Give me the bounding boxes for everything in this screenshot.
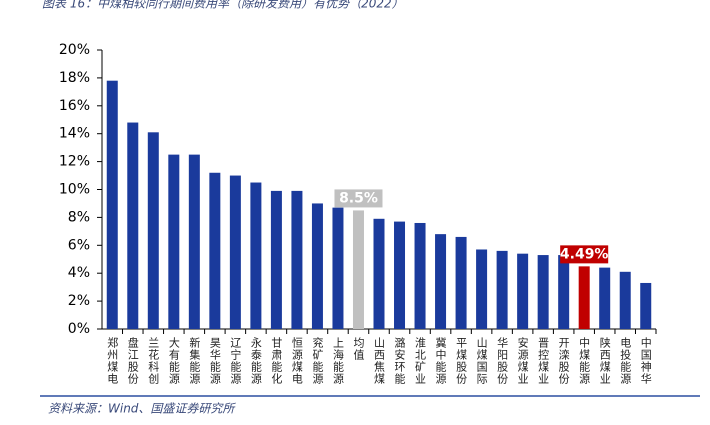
bar [332, 207, 344, 329]
x-tick-label: 陕西煤业 [598, 336, 611, 385]
bar [147, 132, 159, 329]
y-tick-label: 4% [68, 265, 90, 281]
bar [291, 190, 303, 329]
x-tick-label: 大有能源 [167, 336, 180, 385]
x-tick-label: 安源煤业 [516, 336, 529, 385]
bar [168, 154, 180, 329]
x-tick-label: 昊华能源 [208, 337, 221, 385]
y-tick-label: 8% [68, 209, 90, 225]
x-tick-label: 中国神华 [639, 337, 652, 385]
y-tick-label: 12% [59, 154, 90, 170]
x-tick-label: 中煤能源 [578, 337, 591, 385]
value-label-box [334, 189, 383, 208]
x-tick-label: 甘肃能化 [270, 337, 283, 385]
bar [209, 172, 221, 329]
bar [311, 203, 323, 329]
x-tick-label: 兖矿能源 [311, 336, 324, 385]
bar [352, 210, 364, 329]
bar [250, 182, 262, 329]
bar [435, 234, 447, 329]
x-tick-label: 辽宁能源 [229, 337, 242, 385]
bar [599, 267, 611, 329]
x-tick-label: 山西焦煤 [373, 337, 386, 385]
bar [270, 190, 282, 329]
x-tick-label: 晋控煤业 [537, 337, 550, 385]
x-tick-label: 上海能源 [331, 337, 344, 385]
bar [229, 175, 241, 329]
x-tick-label: 恒源煤电 [290, 337, 303, 385]
bar [496, 250, 508, 329]
bar [619, 271, 631, 329]
bar [558, 255, 570, 329]
y-tick-label: 20% [59, 42, 90, 58]
x-tick-label: 华阳股份 [496, 336, 509, 385]
x-tick-label: 平煤股份 [455, 337, 468, 385]
bar [476, 249, 488, 329]
y-tick-label: 6% [68, 237, 90, 253]
source: 资料来源：Wind、国盛证券研究所 [48, 402, 236, 416]
bar [537, 255, 549, 329]
x-tick-label: 淮北矿业 [414, 337, 427, 385]
x-tick-label: 新集能源 [188, 336, 201, 385]
bar [188, 154, 200, 329]
y-tick-label: 16% [59, 98, 90, 114]
bar [373, 218, 385, 329]
value-label-box [560, 245, 609, 264]
x-tick-label: 郑州煤电 [106, 336, 119, 385]
x-tick-label: 电投能源 [619, 337, 632, 385]
x-tick-label: 均值 [352, 337, 365, 361]
y-tick-label: 2% [68, 293, 90, 309]
x-tick-label: 兰花科创 [147, 337, 160, 385]
x-tick-label: 永泰能源 [249, 336, 262, 385]
bar [394, 221, 406, 329]
bar [640, 282, 652, 329]
bar [578, 266, 590, 329]
x-tick-label: 开滦股份 [557, 337, 570, 385]
value-label: 8.5% [339, 190, 378, 206]
x-tick-label: 冀中能源 [434, 336, 447, 385]
x-tick-label: 盘江股份 [126, 336, 139, 385]
x-tick-label: 潞安环能 [393, 336, 406, 385]
x-tick-label: 山煤国际 [475, 337, 488, 385]
y-tick-label: 18% [59, 70, 90, 86]
y-tick-label: 10% [59, 182, 90, 198]
bar [455, 236, 467, 329]
bar [127, 122, 139, 329]
y-tick-label: 14% [59, 126, 90, 142]
y-tick-label: 0% [68, 321, 90, 337]
bar [517, 253, 529, 329]
value-label: 4.49% [560, 246, 609, 262]
bar [106, 80, 118, 329]
bar [414, 222, 426, 329]
chart-title: 图表 16：中煤相较同行期间费用率（除研发费用）有优势（2022） [42, 0, 404, 11]
